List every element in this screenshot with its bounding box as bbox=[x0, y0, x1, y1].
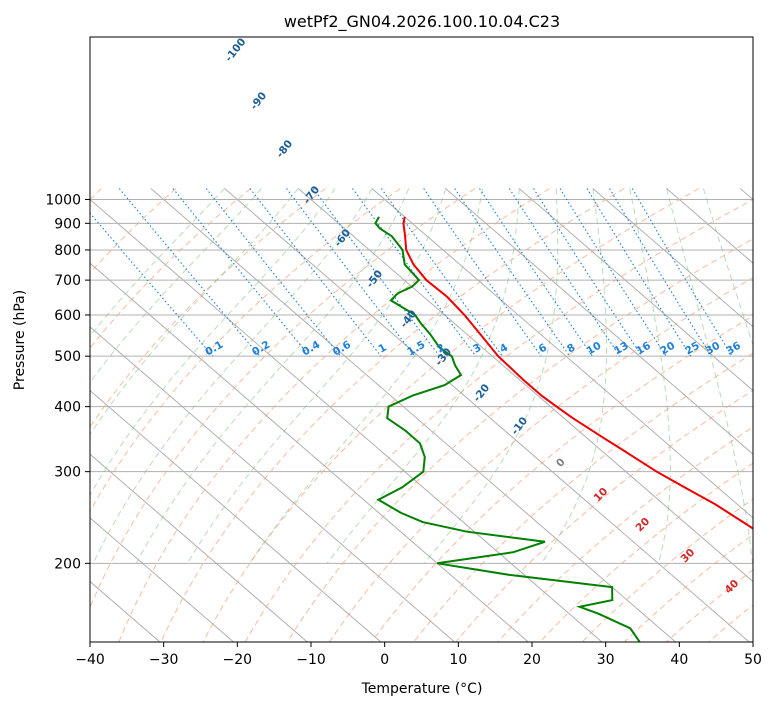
y-tick-label: 800 bbox=[54, 243, 81, 259]
x-tick-label: 40 bbox=[670, 652, 688, 668]
isotherm-line bbox=[90, 389, 382, 642]
isotherm-line bbox=[371, 188, 753, 519]
isotherm-line bbox=[592, 188, 753, 328]
x-tick-label: −40 bbox=[75, 652, 105, 668]
moist-adiabat-line bbox=[424, 188, 559, 564]
moist-adiabat-line bbox=[90, 188, 299, 436]
dry-adiabat-line bbox=[244, 198, 753, 642]
mixing-ratio-line bbox=[479, 188, 593, 357]
x-axis-title: Temperature (°C) bbox=[361, 681, 483, 697]
isotherm-line bbox=[150, 188, 677, 642]
dry-adiabat-line bbox=[286, 238, 753, 642]
y-tick-label: 900 bbox=[54, 216, 81, 232]
dry-adiabat-line bbox=[90, 188, 401, 513]
mixing-ratio-line bbox=[533, 188, 643, 357]
dry-adiabat-line bbox=[539, 462, 753, 642]
mixing-ratio-line bbox=[586, 188, 692, 357]
x-tick-label: 20 bbox=[523, 652, 541, 668]
isotherm-line bbox=[90, 326, 456, 642]
isotherm-line bbox=[90, 262, 530, 642]
y-axis-title: Pressure (hPa) bbox=[12, 290, 28, 390]
moist-adiabat-line bbox=[249, 188, 483, 564]
isotherm-line bbox=[518, 188, 753, 392]
dry-adiabat-line bbox=[328, 277, 753, 642]
isobar-grid bbox=[90, 199, 753, 564]
isotherm-line bbox=[297, 188, 753, 583]
isotherm-line bbox=[445, 188, 753, 455]
mixing-ratio-line bbox=[90, 212, 214, 357]
y-tick-label: 400 bbox=[54, 400, 81, 416]
dry-adiabat-line bbox=[202, 188, 700, 642]
x-tick-label: −10 bbox=[296, 652, 326, 668]
mixing-ratio-line bbox=[118, 188, 261, 357]
x-tick-label: −30 bbox=[149, 652, 179, 668]
moist-adiabat-line bbox=[702, 188, 753, 347]
x-tick-label: −20 bbox=[223, 652, 253, 668]
mixing-ratio-line bbox=[352, 188, 477, 357]
plot-frame bbox=[89, 36, 754, 643]
y-tick-label: 1000 bbox=[45, 193, 81, 209]
x-tick-label: 0 bbox=[380, 652, 389, 668]
dry-adiabat-line bbox=[90, 188, 476, 609]
dry-adiabat-line bbox=[160, 188, 625, 642]
y-axis: 1002003004005006007008009001000 bbox=[45, 193, 90, 572]
mixing-ratio-line bbox=[609, 188, 712, 357]
x-tick-label: 10 bbox=[449, 652, 467, 668]
moist-adiabat-line bbox=[187, 188, 447, 564]
x-axis: −40 −30 −20 −10 0 10 20 30 40 50 bbox=[75, 642, 762, 668]
isotherm-line bbox=[90, 517, 235, 642]
y-tick-label: 600 bbox=[54, 308, 81, 324]
x-tick-label: 50 bbox=[744, 652, 762, 668]
mixing-ratio-line bbox=[172, 188, 311, 357]
mixing-ratio-line bbox=[559, 188, 667, 357]
dry-adiabat-line bbox=[90, 188, 252, 349]
moist-adiabat-line bbox=[540, 188, 607, 564]
dry-adiabat-line bbox=[413, 352, 753, 642]
moist-adiabat-line bbox=[666, 188, 753, 564]
moist-adiabat-line bbox=[326, 188, 520, 564]
mixing-ratio-line bbox=[312, 188, 441, 357]
mixing-ratio-line bbox=[454, 188, 571, 357]
dry-adiabat-line bbox=[497, 426, 753, 642]
dry-adiabat-line bbox=[455, 389, 753, 642]
profile-lines bbox=[374, 216, 753, 642]
chart-title: wetPf2_GN04.2026.100.10.04.C23 bbox=[284, 12, 560, 32]
dry-adiabat-line bbox=[707, 604, 753, 642]
dry-adiabat-line bbox=[118, 188, 550, 642]
moist-adiabat-line bbox=[90, 188, 262, 384]
x-tick-label: 30 bbox=[597, 652, 615, 668]
isotherm-line bbox=[90, 580, 161, 642]
mixing-ratio-line bbox=[380, 188, 503, 357]
dry-adiabat-line bbox=[581, 498, 753, 642]
mixing-ratio-line bbox=[249, 188, 382, 357]
mixing-ratio-line bbox=[286, 188, 416, 357]
mixing-ratio-lines bbox=[90, 188, 733, 357]
moist-adiabat-line bbox=[90, 188, 225, 337]
dry-adiabat-lines bbox=[90, 188, 753, 642]
mixing-ratio-line bbox=[508, 188, 621, 357]
temperature-profile-line bbox=[402, 216, 753, 530]
y-tick-label: 500 bbox=[54, 349, 81, 365]
y-tick-label: 200 bbox=[54, 556, 81, 572]
mixing-ratio-line bbox=[631, 188, 733, 357]
moist-adiabat-line bbox=[629, 188, 671, 564]
isotherm-line bbox=[224, 188, 751, 642]
y-tick-label: 300 bbox=[54, 465, 81, 481]
y-tick-label: 700 bbox=[54, 273, 81, 289]
moist-adiabat-line bbox=[135, 188, 410, 564]
dewpoint-profile-line bbox=[374, 216, 641, 642]
